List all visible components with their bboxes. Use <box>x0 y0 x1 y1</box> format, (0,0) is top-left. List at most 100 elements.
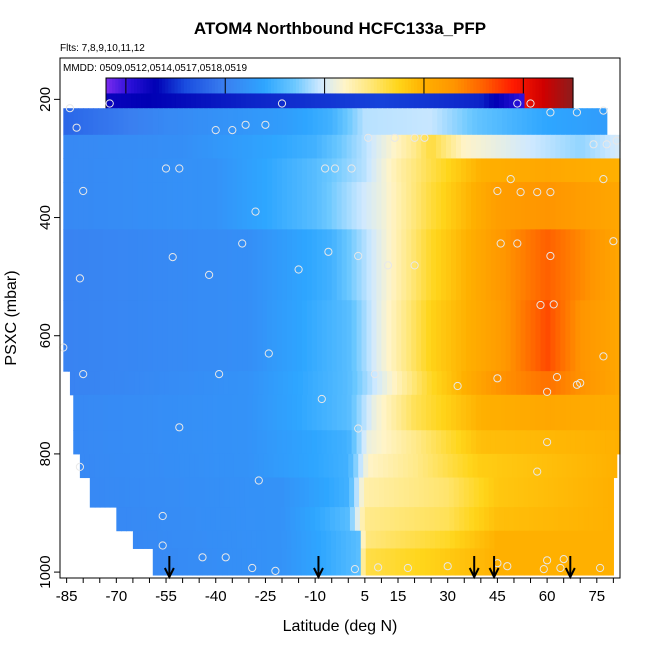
curtain-cell <box>347 108 354 136</box>
curtain-cell <box>257 430 263 455</box>
curtain-cell <box>600 300 606 372</box>
curtain-cell <box>535 430 542 455</box>
curtain-cell <box>547 453 553 479</box>
sample-circle <box>602 140 611 149</box>
curtain-cell <box>129 371 135 396</box>
curtain-cell <box>132 182 139 230</box>
curtain-cell <box>354 477 360 508</box>
curtain-cell <box>207 548 213 576</box>
curtain-cell <box>537 453 543 479</box>
curtain-cell <box>278 371 284 396</box>
curtain-cell <box>282 300 288 372</box>
curtain-cell <box>242 300 248 372</box>
curtain-cell <box>68 182 74 230</box>
curtain-cell <box>321 158 328 183</box>
curtain-cell <box>320 507 326 532</box>
curtain-cell <box>286 394 293 431</box>
flight-arrow-head <box>313 567 324 580</box>
curtain-cell <box>401 430 407 455</box>
curtain-cell <box>392 371 398 396</box>
curtain-cell <box>157 548 164 576</box>
curtain-cell <box>341 134 348 159</box>
curtain-cell <box>166 93 172 109</box>
curtain-cell <box>452 453 459 479</box>
sample-circle <box>596 563 605 573</box>
curtain-cell <box>275 93 281 109</box>
curtain-cell <box>98 182 104 230</box>
curtain-cell <box>595 371 601 396</box>
curtain-cell <box>514 548 520 576</box>
curtain-cell <box>371 394 378 431</box>
curtain-cell <box>293 453 300 479</box>
curtain-cell <box>605 182 611 230</box>
curtain-cell <box>137 530 144 549</box>
curtain-cell <box>162 394 169 431</box>
curtain-cell <box>442 453 449 479</box>
curtain-cell <box>88 182 94 230</box>
curtain-cell <box>530 394 537 431</box>
curtain-cell <box>352 371 358 396</box>
curtain-cell <box>608 507 614 532</box>
curtain-cell <box>331 134 338 159</box>
curtain-cell <box>615 182 621 230</box>
curtain-cell <box>588 530 595 549</box>
curtain-cell <box>446 229 452 301</box>
curtain-cell <box>540 158 547 183</box>
curtain-cell <box>230 507 237 532</box>
curtain-cell <box>455 300 462 372</box>
curtain-cell <box>475 182 482 230</box>
curtain-cell <box>78 229 84 301</box>
curtain-cell <box>570 300 576 372</box>
curtain-cell <box>485 134 492 159</box>
curtain-cell <box>217 158 223 183</box>
curtain-cell <box>292 371 299 396</box>
curtain-cell <box>194 477 201 508</box>
curtain-cell <box>321 530 327 549</box>
curtain-cell <box>342 108 349 136</box>
curtain-cell <box>137 394 144 431</box>
curtain-cell <box>289 477 295 508</box>
curtain-cell <box>593 530 600 549</box>
curtain-cell <box>334 477 340 508</box>
curtain-cell <box>529 530 535 549</box>
curtain-cell <box>199 453 205 479</box>
curtain-cell <box>331 548 337 576</box>
curtain-cell <box>583 507 590 532</box>
curtain-cell <box>451 134 457 159</box>
curtain-cell <box>364 93 371 109</box>
curtain-cell <box>119 371 126 396</box>
curtain-cell <box>485 394 492 431</box>
curtain-cell <box>197 430 204 455</box>
curtain-cell <box>227 530 233 549</box>
curtain-cell <box>441 182 447 230</box>
curtain-cell <box>108 158 114 183</box>
curtain-cell <box>322 108 329 136</box>
curtain-cell <box>272 229 278 301</box>
sample-circle <box>251 207 260 216</box>
curtain-cell <box>444 548 451 576</box>
curtain-cell <box>143 108 149 136</box>
curtain-cell <box>179 453 185 479</box>
curtain-cell <box>63 158 69 183</box>
curtain-cell <box>213 371 220 396</box>
curtain-cell <box>350 530 357 549</box>
curtain-cell <box>528 507 535 532</box>
curtain-cell <box>94 477 101 508</box>
curtain-cell <box>73 158 79 183</box>
x-axis-label: Latitude (deg N) <box>283 618 398 635</box>
sample-circle <box>354 251 363 261</box>
curtain-cell <box>134 477 141 508</box>
curtain-cell <box>73 394 79 431</box>
curtain-cell <box>386 229 392 301</box>
curtain-cell <box>237 158 243 183</box>
curtain-cell <box>99 477 106 508</box>
sample-points <box>59 99 621 576</box>
curtain-cell <box>251 530 258 549</box>
curtain-cell <box>286 182 293 230</box>
curtain-cell <box>306 430 313 455</box>
curtain-cell <box>258 453 265 479</box>
curtain-cell <box>333 453 339 479</box>
curtain-cell <box>154 477 161 508</box>
curtain-cell <box>316 134 323 159</box>
curtain-cell <box>346 394 353 431</box>
